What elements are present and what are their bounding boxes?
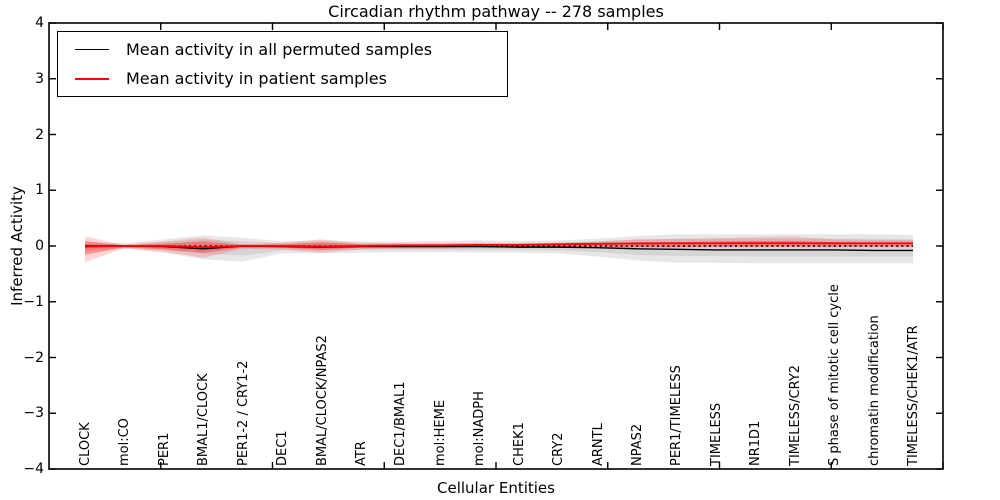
- legend-item-permuted: Mean activity in all permuted samples: [58, 36, 507, 64]
- permuted-outer-band: [85, 234, 913, 264]
- x-category-label: mol:HEME: [432, 399, 448, 466]
- x-category-label: TIMELESS: [708, 402, 724, 466]
- patient-inner-band: [85, 240, 913, 255]
- x-category-label: DEC1/BMAL1: [393, 381, 409, 467]
- y-tick-label: −2: [23, 349, 44, 366]
- x-category-label: DEC1: [275, 430, 291, 466]
- x-category-label: mol:CO: [117, 418, 133, 466]
- x-category-label: ARNTL: [590, 423, 606, 466]
- x-category-label: CRY2: [551, 432, 567, 467]
- legend-label-patient: Mean activity in patient samples: [126, 69, 387, 88]
- y-tick-label: 3: [35, 70, 44, 87]
- y-tick-label: 1: [35, 182, 44, 199]
- x-category-label: NR1D1: [748, 420, 764, 466]
- y-tick-label: −3: [23, 405, 44, 422]
- x-category-label: chromatin modification: [866, 315, 882, 466]
- x-category-label: PER1-2 / CRY1-2: [235, 360, 251, 466]
- x-category-label: PER1: [156, 432, 172, 466]
- x-category-label: TIMELESS/CRY2: [787, 364, 803, 466]
- x-category-label: mol:NADPH: [472, 391, 488, 466]
- patient-mean-line: [84, 242, 913, 249]
- x-category-label: BMAL1/CLOCK: [196, 373, 212, 466]
- legend-label-permuted: Mean activity in all permuted samples: [126, 40, 433, 59]
- x-category-label: PER1/TIMELESS: [669, 365, 685, 466]
- x-axis-label: Cellular Entities: [437, 479, 555, 497]
- y-tick-label: 0: [35, 238, 44, 254]
- legend-red-line-icon: [75, 77, 109, 80]
- x-category-label: CLOCK: [78, 422, 93, 466]
- chart-title: Circadian rhythm pathway -- 278 samples: [328, 2, 664, 21]
- legend: Mean activity in all permuted samples Me…: [57, 31, 508, 97]
- y-tick-label: −4: [23, 461, 44, 477]
- y-tick-label: 2: [35, 126, 44, 143]
- x-category-label: S phase of mitotic cell cycle: [827, 284, 843, 466]
- y-tick-label: 4: [35, 15, 44, 31]
- x-category-label: TIMELESS/CHEK1/ATR: [906, 325, 921, 466]
- x-category-label: ATR: [354, 441, 369, 466]
- x-category-label: CHEK1: [511, 422, 527, 466]
- legend-item-patient: Mean activity in patient samples: [58, 65, 507, 93]
- legend-black-line-icon: [75, 49, 109, 50]
- y-tick-label: −1: [23, 293, 44, 310]
- x-category-label: BMAL/CLOCK/NPAS2: [314, 335, 330, 466]
- x-category-label: NPAS2: [630, 423, 645, 466]
